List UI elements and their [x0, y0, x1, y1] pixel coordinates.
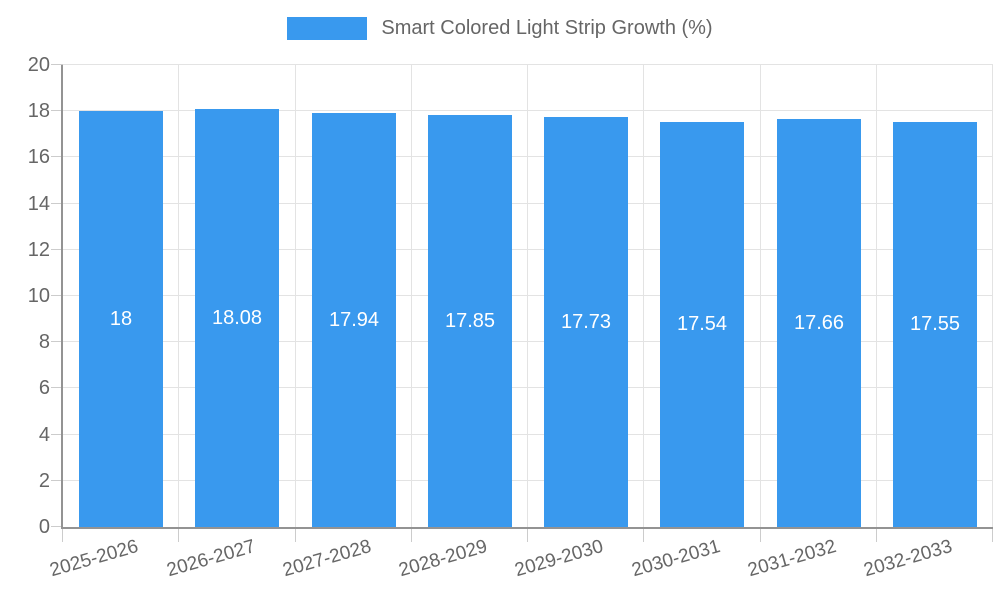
legend-item[interactable]: Smart Colored Light Strip Growth (%): [287, 17, 713, 40]
x-axis-category-label: 2025-2026: [47, 536, 141, 582]
x-axis-category-label: 2032-2033: [861, 536, 955, 582]
y-axis-tick-label: 6: [38, 377, 50, 400]
y-tick: [51, 156, 63, 158]
y-axis-tick-label: 2: [38, 469, 50, 492]
x-gridline: [759, 65, 761, 527]
x-tick: [410, 529, 412, 542]
x-axis-line: [61, 527, 993, 529]
bar-value-label: 17.55: [909, 313, 961, 336]
x-gridline: [410, 65, 412, 527]
y-axis-tick-label: 8: [38, 331, 50, 354]
legend-label: Smart Colored Light Strip Growth (%): [381, 17, 713, 39]
y-axis-tick-label: 18: [27, 100, 50, 123]
y-tick: [51, 202, 63, 204]
bar[interactable]: [312, 112, 396, 527]
bar[interactable]: [660, 121, 744, 527]
bar[interactable]: [544, 117, 628, 527]
y-axis-tick-label: 0: [38, 516, 50, 538]
y-gridline: [63, 341, 993, 343]
y-tick: [51, 248, 63, 250]
bar-value-label: 18.08: [211, 307, 263, 330]
bar[interactable]: [777, 119, 861, 527]
x-tick: [178, 529, 180, 542]
y-gridline: [63, 248, 993, 250]
x-axis-category-label: 2026-2027: [164, 536, 258, 582]
x-tick: [759, 529, 761, 542]
y-gridline: [63, 156, 993, 158]
bar[interactable]: [195, 109, 279, 527]
y-axis-line: [61, 65, 63, 529]
y-gridline: [63, 202, 993, 204]
bar-value-label: 18: [109, 308, 133, 331]
y-gridline: [63, 110, 993, 112]
x-tick: [294, 529, 296, 542]
bar[interactable]: [893, 121, 977, 527]
x-gridline: [527, 65, 528, 527]
legend: Smart Colored Light Strip Growth (%): [0, 17, 1000, 40]
x-axis-category-label: 2031-2032: [745, 536, 839, 582]
x-tick: [527, 529, 528, 542]
y-axis-tick-label: 12: [27, 238, 50, 261]
x-gridline: [875, 65, 877, 527]
bar[interactable]: [79, 111, 163, 527]
y-axis-tick-label: 4: [38, 423, 50, 446]
y-tick: [51, 479, 63, 481]
y-tick: [51, 64, 63, 65]
y-gridline: [63, 387, 993, 389]
y-axis-tick-label: 10: [27, 285, 50, 307]
x-axis-category-label: 2029-2030: [512, 536, 606, 582]
x-tick: [643, 529, 645, 542]
x-axis-category-label: 2030-2031: [629, 536, 723, 582]
x-axis-category-label: 2027-2028: [280, 536, 374, 582]
y-axis-tick-label: 16: [27, 146, 50, 169]
x-gridline: [643, 65, 645, 527]
bar-value-label: 17.85: [444, 309, 496, 332]
x-gridline: [992, 65, 993, 527]
y-tick: [51, 526, 63, 527]
bar-value-label: 17.66: [793, 312, 845, 335]
x-gridline: [294, 65, 296, 527]
y-gridline: [63, 433, 993, 435]
x-gridline: [178, 65, 180, 527]
bar[interactable]: [428, 114, 512, 527]
bar-value-label: 17.73: [560, 311, 612, 334]
x-axis-category-label: 2028-2029: [396, 536, 490, 582]
y-gridline: [63, 64, 993, 65]
y-tick: [51, 433, 63, 435]
y-tick: [51, 341, 63, 343]
y-axis-tick-label: 20: [27, 54, 50, 76]
y-tick: [51, 295, 63, 296]
y-gridline: [63, 295, 993, 296]
y-tick: [51, 110, 63, 112]
legend-swatch-icon: [287, 17, 368, 40]
y-tick: [51, 387, 63, 389]
y-gridline: [63, 479, 993, 481]
x-tick: [62, 529, 63, 542]
y-axis-tick-label: 14: [27, 192, 50, 215]
x-tick: [992, 529, 993, 542]
bar-value-label: 17.54: [676, 313, 728, 336]
x-tick: [875, 529, 877, 542]
bar-value-label: 17.94: [328, 308, 380, 331]
